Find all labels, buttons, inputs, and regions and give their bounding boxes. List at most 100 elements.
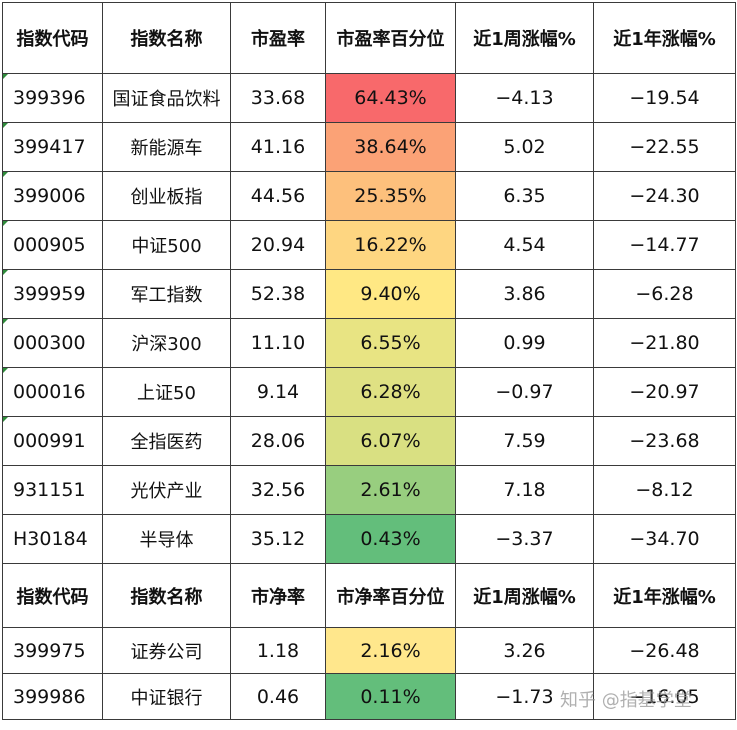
- index-name: 中证银行: [102, 673, 231, 720]
- index-valuation-table: 指数代码 指数名称 市盈率 市盈率百分位 近1周涨幅% 近1年涨幅% 39939…: [2, 2, 736, 720]
- pb-value: 0.46: [230, 673, 326, 720]
- index-code: 399417: [2, 122, 103, 172]
- week-change: 0.99: [455, 318, 594, 368]
- index-name: 国证食品饮料: [102, 73, 231, 123]
- pe-value: 20.94: [230, 220, 326, 270]
- header-pe: 市盈率: [230, 2, 326, 74]
- year-change: −34.70: [593, 514, 736, 564]
- index-name: 全指医药: [102, 416, 231, 466]
- week-change: −1.73: [455, 673, 594, 720]
- week-change: 3.26: [455, 627, 594, 674]
- week-change: −3.37: [455, 514, 594, 564]
- index-code: 399959: [2, 269, 103, 319]
- year-change: −16.05: [593, 673, 736, 720]
- table-row: 399417 新能源车 41.16 38.64% 5.02 −22.55: [2, 122, 736, 172]
- header-index-code: 指数代码: [2, 563, 103, 628]
- week-change: 3.86: [455, 269, 594, 319]
- header-pe-percentile: 市盈率百分位: [325, 2, 456, 74]
- table-row: 000905 中证500 20.94 16.22% 4.54 −14.77: [2, 220, 736, 270]
- pe-percentile: 38.64%: [325, 122, 456, 172]
- week-change: 7.18: [455, 465, 594, 515]
- pe-percentile: 25.35%: [325, 171, 456, 221]
- table-row: 000991 全指医药 28.06 6.07% 7.59 −23.68: [2, 416, 736, 466]
- year-change: −8.12: [593, 465, 736, 515]
- table-row: H30184 半导体 35.12 0.43% −3.37 −34.70: [2, 514, 736, 564]
- index-code: 399975: [2, 627, 103, 674]
- table-row: 000300 沪深300 11.10 6.55% 0.99 −21.80: [2, 318, 736, 368]
- header-index-code: 指数代码: [2, 2, 103, 74]
- year-change: −26.48: [593, 627, 736, 674]
- index-code: 000016: [2, 367, 103, 417]
- index-code: 931151: [2, 465, 103, 515]
- table-row: 000016 上证50 9.14 6.28% −0.97 −20.97: [2, 367, 736, 417]
- pe-value: 41.16: [230, 122, 326, 172]
- index-name: 中证500: [102, 220, 231, 270]
- pe-value: 9.14: [230, 367, 326, 417]
- year-change: −24.30: [593, 171, 736, 221]
- index-code: 399986: [2, 673, 103, 720]
- pe-value: 33.68: [230, 73, 326, 123]
- table-row: 399396 国证食品饮料 33.68 64.43% −4.13 −19.54: [2, 73, 736, 123]
- year-change: −19.54: [593, 73, 736, 123]
- header-pb-percentile: 市净率百分位: [325, 563, 456, 628]
- year-change: −14.77: [593, 220, 736, 270]
- year-change: −23.68: [593, 416, 736, 466]
- index-name: 新能源车: [102, 122, 231, 172]
- header-week-change: 近1周涨幅%: [455, 563, 594, 628]
- week-change: 6.35: [455, 171, 594, 221]
- header-index-name: 指数名称: [102, 563, 231, 628]
- pe-value: 44.56: [230, 171, 326, 221]
- header-index-name: 指数名称: [102, 2, 231, 74]
- year-change: −22.55: [593, 122, 736, 172]
- pe-value: 35.12: [230, 514, 326, 564]
- pe-header-row: 指数代码 指数名称 市盈率 市盈率百分位 近1周涨幅% 近1年涨幅%: [2, 2, 736, 74]
- index-name: 上证50: [102, 367, 231, 417]
- week-change: 4.54: [455, 220, 594, 270]
- index-name: 沪深300: [102, 318, 231, 368]
- index-name: 半导体: [102, 514, 231, 564]
- header-pb: 市净率: [230, 563, 326, 628]
- pe-percentile: 0.43%: [325, 514, 456, 564]
- header-year-change: 近1年涨幅%: [593, 563, 736, 628]
- pe-percentile: 6.55%: [325, 318, 456, 368]
- pe-value: 28.06: [230, 416, 326, 466]
- pe-percentile: 6.28%: [325, 367, 456, 417]
- pe-percentile: 6.07%: [325, 416, 456, 466]
- pe-value: 52.38: [230, 269, 326, 319]
- index-name: 证券公司: [102, 627, 231, 674]
- index-code: 000991: [2, 416, 103, 466]
- week-change: −4.13: [455, 73, 594, 123]
- pe-value: 11.10: [230, 318, 326, 368]
- pe-value: 32.56: [230, 465, 326, 515]
- index-code: 399396: [2, 73, 103, 123]
- table-row: 399006 创业板指 44.56 25.35% 6.35 −24.30: [2, 171, 736, 221]
- index-name: 创业板指: [102, 171, 231, 221]
- index-code: 000905: [2, 220, 103, 270]
- zhihu-watermark: 知乎 @指基学堂: [560, 686, 692, 712]
- watermark-text: 知乎 @指基学堂: [560, 690, 692, 711]
- index-code: 000300: [2, 318, 103, 368]
- table-row: 399986 中证银行 0.46 0.11% −1.73 −16.05: [2, 673, 736, 720]
- pb-header-row: 指数代码 指数名称 市净率 市净率百分位 近1周涨幅% 近1年涨幅%: [2, 563, 736, 628]
- table-row: 931151 光伏产业 32.56 2.61% 7.18 −8.12: [2, 465, 736, 515]
- pe-percentile: 2.61%: [325, 465, 456, 515]
- index-code: H30184: [2, 514, 103, 564]
- index-name: 军工指数: [102, 269, 231, 319]
- header-year-change: 近1年涨幅%: [593, 2, 736, 74]
- table-row: 399975 证券公司 1.18 2.16% 3.26 −26.48: [2, 627, 736, 674]
- pe-percentile: 9.40%: [325, 269, 456, 319]
- year-change: −20.97: [593, 367, 736, 417]
- week-change: 7.59: [455, 416, 594, 466]
- pb-value: 1.18: [230, 627, 326, 674]
- index-code: 399006: [2, 171, 103, 221]
- pb-percentile: 2.16%: [325, 627, 456, 674]
- week-change: 5.02: [455, 122, 594, 172]
- pe-percentile: 64.43%: [325, 73, 456, 123]
- header-week-change: 近1周涨幅%: [455, 2, 594, 74]
- year-change: −6.28: [593, 269, 736, 319]
- table-row: 399959 军工指数 52.38 9.40% 3.86 −6.28: [2, 269, 736, 319]
- year-change: −21.80: [593, 318, 736, 368]
- pb-percentile: 0.11%: [325, 673, 456, 720]
- index-name: 光伏产业: [102, 465, 231, 515]
- week-change: −0.97: [455, 367, 594, 417]
